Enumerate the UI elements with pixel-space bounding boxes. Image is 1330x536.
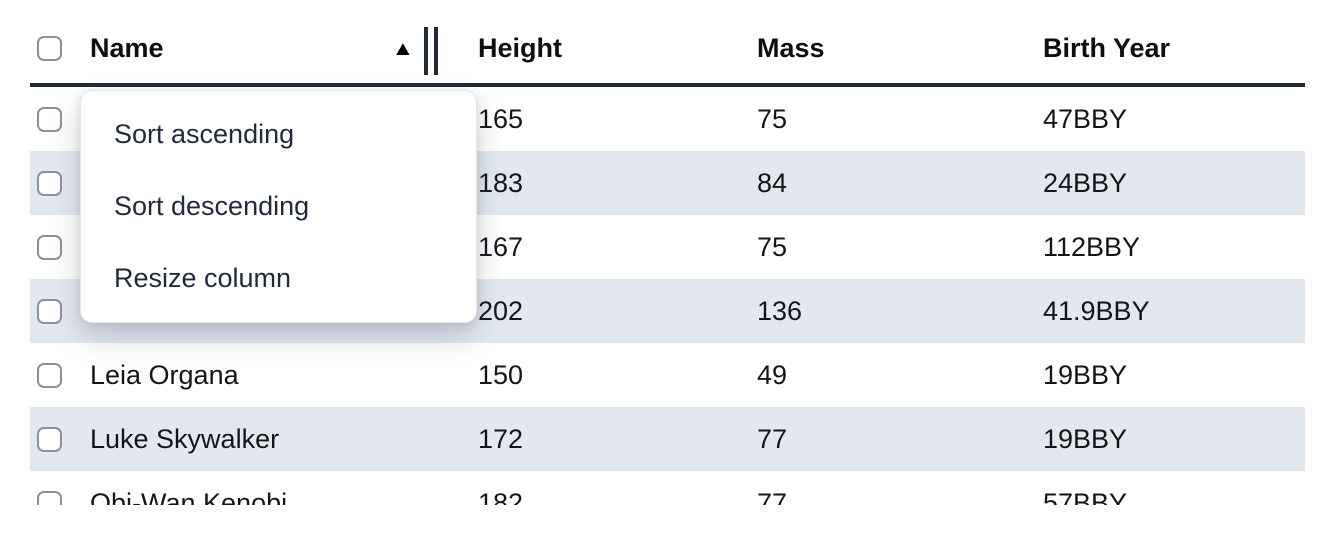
row-checkbox[interactable] [37, 426, 62, 452]
table-row: Obi-Wan Kenobi 182 77 57BBY [30, 471, 1305, 505]
cell-height: 183 [478, 167, 524, 198]
cell-birth-year: 47BBY [1043, 103, 1128, 134]
column-header-mass[interactable]: Mass [757, 33, 1043, 64]
cell-name: Luke Skywalker [90, 423, 280, 454]
sort-ascending-icon: ▲ [391, 37, 415, 60]
cell-mass: 75 [757, 231, 788, 262]
column-header-mass-label: Mass [757, 33, 825, 63]
column-header-birth-year-label: Birth Year [1043, 33, 1171, 63]
cell-birth-year: 112BBY [1043, 231, 1141, 262]
menu-item-sort-ascending[interactable]: Sort ascending [114, 119, 295, 150]
menu-item-resize-column[interactable]: Resize column [114, 262, 292, 293]
row-checkbox[interactable] [37, 298, 62, 324]
cell-mass: 77 [757, 487, 788, 506]
row-checkbox[interactable] [37, 234, 62, 260]
header-select-cell [30, 36, 90, 61]
cell-height: 150 [478, 359, 524, 390]
column-header-height[interactable]: Height [478, 33, 757, 64]
row-checkbox[interactable] [37, 490, 62, 505]
column-header-birth-year[interactable]: Birth Year [1043, 33, 1305, 64]
cell-name: Leia Organa [90, 359, 239, 390]
cell-height: 172 [478, 423, 524, 454]
cell-mass: 136 [757, 295, 803, 326]
column-header-height-label: Height [478, 33, 562, 63]
cell-mass: 49 [757, 359, 788, 390]
column-header-name[interactable]: Name ▲ [90, 23, 478, 75]
column-context-menu: Sort ascending Sort descending Resize co… [80, 90, 477, 323]
cell-height: 202 [478, 295, 524, 326]
column-header-name-label: Name [90, 33, 164, 63]
cell-height: 167 [478, 231, 524, 262]
cell-name: Obi-Wan Kenobi [90, 487, 288, 506]
cell-mass: 75 [757, 103, 788, 134]
row-checkbox[interactable] [37, 170, 62, 196]
table-header-row: Name ▲ Height Mass Birth Year [30, 0, 1305, 87]
column-resize-handle[interactable] [424, 26, 438, 75]
cell-birth-year: 41.9BBY [1043, 295, 1150, 326]
cell-mass: 84 [757, 167, 788, 198]
table-row: Leia Organa 150 49 19BBY [30, 343, 1305, 407]
table-row: Luke Skywalker 172 77 19BBY [30, 407, 1305, 471]
cell-mass: 77 [757, 423, 788, 454]
cell-birth-year: 24BBY [1043, 167, 1128, 198]
cell-height: 165 [478, 103, 524, 134]
row-checkbox[interactable] [37, 106, 62, 132]
row-checkbox[interactable] [37, 362, 62, 388]
cell-birth-year: 19BBY [1043, 359, 1128, 390]
cell-birth-year: 19BBY [1043, 423, 1128, 454]
menu-item-sort-descending[interactable]: Sort descending [114, 191, 310, 221]
select-all-checkbox[interactable] [37, 36, 62, 61]
cell-birth-year: 57BBY [1043, 487, 1128, 506]
cell-height: 182 [478, 487, 524, 506]
